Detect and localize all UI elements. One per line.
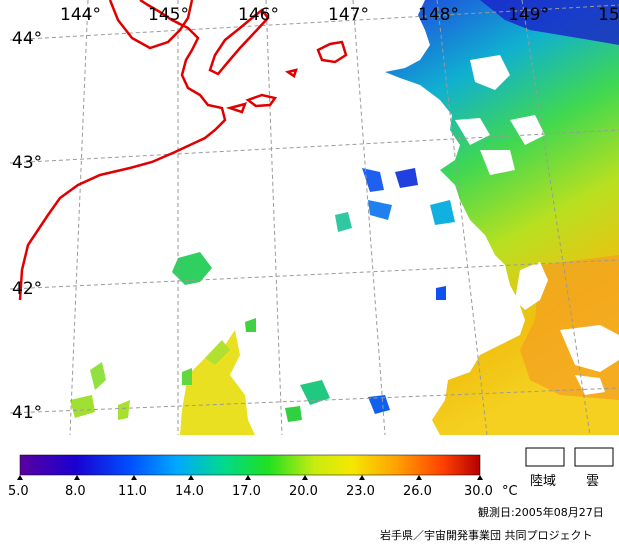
sst-patch xyxy=(172,252,212,285)
cloud-patch xyxy=(455,118,490,145)
longitude-label: 148° xyxy=(418,5,459,25)
sst-patch xyxy=(368,395,390,414)
sst-patch xyxy=(300,380,330,405)
sst-patch xyxy=(118,400,130,420)
latitude-labels: 44° 43° 42° 41° xyxy=(12,29,42,423)
longitude-label: 147° xyxy=(328,5,369,25)
latitude-label: 43° xyxy=(12,153,42,173)
cloud-patch xyxy=(470,55,510,90)
colorbar-tick-label: 20.0 xyxy=(289,484,318,499)
longitude-label: 149° xyxy=(508,5,549,25)
land-legend-label: 陸域 xyxy=(530,473,556,489)
graticule xyxy=(9,0,619,436)
colorbar-tick-label: 23.0 xyxy=(346,484,375,499)
sst-patch xyxy=(362,168,384,192)
cloud-legend-label: 雲 xyxy=(586,474,599,489)
sst-patch xyxy=(245,318,256,332)
sst-patch xyxy=(368,200,392,220)
sst-patch xyxy=(182,368,192,385)
longitude-label: 145° xyxy=(148,5,189,25)
land-legend-swatch xyxy=(525,447,565,467)
cloud-patch xyxy=(480,150,515,175)
small-island xyxy=(284,68,298,78)
colorbar-tick-label: 5.0 xyxy=(8,484,29,499)
longitude-label: 146° xyxy=(238,5,279,25)
credit-text: 岩手県／宇宙開発事業団 共同プロジェクト xyxy=(380,528,593,542)
sst-patch xyxy=(430,200,455,225)
observation-date: 観測日:2005年08月27日 xyxy=(478,505,604,519)
sst-data-layer xyxy=(70,0,619,435)
cloud-patch xyxy=(560,325,619,372)
colorbar-tick-label: 26.0 xyxy=(403,484,432,499)
colorbar-gradient xyxy=(19,454,481,476)
sst-patch xyxy=(335,212,352,232)
sst-patch xyxy=(205,340,230,365)
longitude-label: 15 xyxy=(598,5,619,25)
latitude-label: 41° xyxy=(12,403,42,423)
coastline xyxy=(18,0,348,301)
colorbar: 5.0 8.0 11.0 14.0 17.0 20.0 23.0 26.0 30… xyxy=(8,454,518,499)
cloud-patch xyxy=(515,262,548,310)
cloud-patch xyxy=(510,115,545,145)
shikotan-coast xyxy=(245,93,278,108)
hokkaido-coast xyxy=(18,0,227,301)
colorbar-tick-marks xyxy=(17,475,483,480)
latitude-label: 44° xyxy=(12,29,42,49)
colorbar-tick-label: 30.0 xyxy=(464,484,493,499)
colorbar-tick-label: 11.0 xyxy=(118,484,147,499)
latitude-label: 42° xyxy=(12,279,42,299)
kunashir-coast xyxy=(208,8,270,76)
colorbar-unit: °C xyxy=(502,484,518,499)
sst-patch xyxy=(180,330,255,435)
etorofu-coast xyxy=(316,40,348,64)
longitude-labels: 144° 145° 146° 147° 148° 149° 15 xyxy=(60,5,619,25)
sst-patch xyxy=(90,362,106,390)
cloud-legend-swatch xyxy=(574,447,614,467)
habomai-coast xyxy=(225,102,248,114)
colorbar-tick-label: 8.0 xyxy=(65,484,86,499)
colorbar-tick-label: 14.0 xyxy=(175,484,204,499)
shiretoko-coast xyxy=(108,0,194,50)
colorbar-tick-label: 17.0 xyxy=(232,484,261,499)
longitude-label: 144° xyxy=(60,5,101,25)
sst-patch xyxy=(436,286,446,300)
sst-patch xyxy=(70,395,95,418)
sst-patch xyxy=(285,406,302,422)
sst-patch xyxy=(395,168,418,188)
legend: 陸域 雲 xyxy=(525,447,614,489)
